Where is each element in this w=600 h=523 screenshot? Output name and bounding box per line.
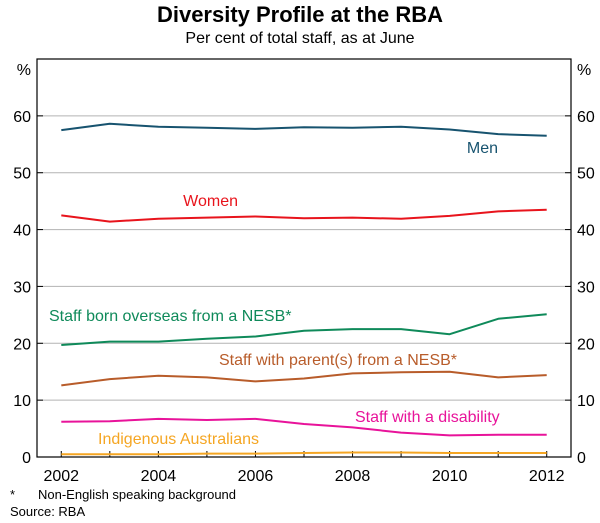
plot-frame [36,58,572,458]
chart-subtitle: Per cent of total staff, as at June [185,30,415,47]
y-tick-label-right-20: 20 [577,336,595,353]
y-axis-unit-left: % [17,62,31,79]
y-tick-label-right-10: 10 [577,393,595,410]
series-line-1 [61,208,547,223]
x-tick-label-2010: 2010 [432,468,468,485]
y-tick-label-right-60: 60 [577,109,595,126]
y-tick-label-right-50: 50 [577,166,595,183]
footnote: * Non-English speaking background [10,487,236,502]
x-tick-label-2006: 2006 [238,468,274,485]
series-line-5 [61,451,547,456]
y-tick-label-left-20: 20 [13,336,31,353]
footnote-mark: * [10,487,16,502]
series-line-0 [61,122,547,137]
series-line-3 [61,370,547,387]
series-label-2: Staff born overseas from a NESB* [49,308,291,325]
series-line-4 [61,417,547,437]
x-tick-label-2004: 2004 [141,468,177,485]
y-tick-label-right-30: 30 [577,279,595,296]
y-tick-label-left-0: 0 [22,450,31,467]
y-axis-unit-right: % [577,62,591,79]
series-label-1: Women [183,193,238,210]
footnote-text: Non-English speaking background [38,487,237,502]
series-label-4: Staff with a disability [355,409,500,426]
series-label-3: Staff with parent(s) from a NESB* [219,352,457,369]
y-tick-label-left-10: 10 [13,393,31,410]
x-tick-label-2012: 2012 [529,468,565,485]
chart-title: Diversity Profile at the RBA [156,2,444,27]
series-line-2 [61,313,547,346]
y-tick-label-left-40: 40 [13,223,31,240]
y-tick-label-right-40: 40 [577,223,595,240]
x-tick-label-2008: 2008 [335,468,371,485]
series-label-5: Indigenous Australians [98,431,259,448]
y-tick-label-right-0: 0 [577,450,586,467]
y-tick-label-left-60: 60 [13,109,31,126]
y-tick-label-left-50: 50 [13,166,31,183]
y-tick-label-left-30: 30 [13,279,31,296]
series-label-0: Men [467,140,498,157]
source-note: Source: RBA [10,504,86,519]
x-tick-label-2002: 2002 [43,468,79,485]
